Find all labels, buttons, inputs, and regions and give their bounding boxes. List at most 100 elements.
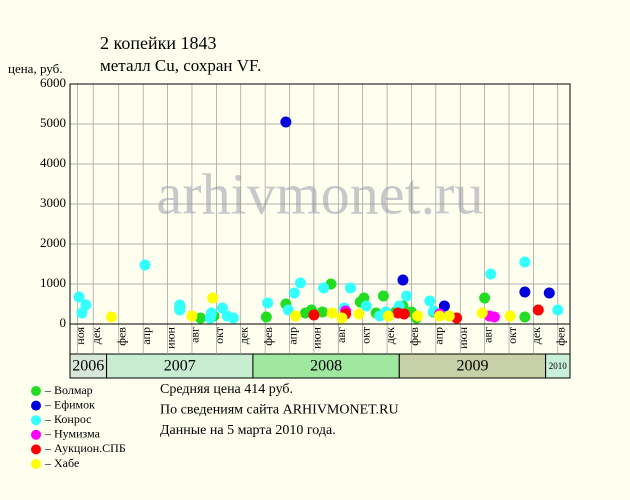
note: Средняя цена 414 руб. <box>160 382 293 397</box>
legend-label: – Конрос <box>44 412 91 426</box>
x-tick-label: дек <box>529 327 543 344</box>
data-point <box>318 282 330 294</box>
data-point <box>280 116 292 128</box>
data-point <box>476 307 488 319</box>
x-tick-label: авг <box>188 327 202 343</box>
data-point <box>438 300 450 312</box>
data-point <box>186 310 198 322</box>
x-tick-label: ноя <box>73 327 87 345</box>
data-point <box>397 274 409 286</box>
data-point <box>382 310 394 322</box>
data-point <box>105 311 117 323</box>
data-point <box>205 307 217 319</box>
year-label: 2008 <box>310 358 342 375</box>
legend-marker <box>31 400 41 411</box>
x-tick-label: июн <box>310 326 324 348</box>
data-point <box>207 292 219 304</box>
data-point <box>174 304 186 316</box>
y-tick-label: 5000 <box>40 115 66 130</box>
data-point <box>398 308 410 320</box>
y-tick-label: 4000 <box>40 155 66 170</box>
x-tick-label: июн <box>163 326 177 348</box>
data-point <box>519 256 531 268</box>
data-point <box>336 312 348 324</box>
data-point <box>139 259 151 271</box>
x-tick-label: апр <box>432 327 446 345</box>
data-point <box>262 297 274 309</box>
x-tick-label: дек <box>236 327 250 344</box>
x-tick-label: дек <box>383 327 397 344</box>
legend-label: – Волмар <box>44 383 93 397</box>
year-band <box>252 353 400 379</box>
data-point <box>260 311 272 323</box>
data-point <box>519 286 531 298</box>
plot-frame <box>69 83 571 325</box>
y-tick-label: 1000 <box>40 275 66 290</box>
x-tick-label: апр <box>285 327 299 345</box>
data-point <box>360 300 372 312</box>
note: Данные на 5 марта 2010 года. <box>160 423 336 438</box>
data-point <box>479 292 491 304</box>
data-point <box>401 290 413 302</box>
year-label: 2009 <box>456 358 488 375</box>
x-tick-label: окт <box>358 326 372 344</box>
data-point <box>543 287 555 299</box>
data-point <box>80 299 92 311</box>
data-point <box>377 290 389 302</box>
data-point <box>443 310 455 322</box>
data-point <box>326 307 338 319</box>
data-point <box>73 291 85 303</box>
data-point <box>412 310 424 322</box>
data-point <box>194 312 206 324</box>
x-tick-label: фев <box>115 327 129 346</box>
data-point <box>424 295 436 307</box>
data-point <box>216 302 228 314</box>
legend-label: – Ефимок <box>44 397 95 411</box>
data-point <box>344 282 356 294</box>
x-tick-label: фев <box>261 327 275 346</box>
data-point <box>308 309 320 321</box>
legend-marker <box>31 386 41 396</box>
data-point <box>288 287 300 299</box>
x-tick-label: дек <box>89 327 103 344</box>
data-point <box>294 277 306 289</box>
legend-label: – Нумизма <box>44 427 101 441</box>
legend-label: – Хабе <box>44 456 79 470</box>
chart-title: 2 копейки 1843 <box>100 33 216 53</box>
data-point <box>485 268 497 280</box>
data-point <box>290 310 302 322</box>
data-point <box>282 304 294 316</box>
y-tick-label: 6000 <box>40 75 66 90</box>
year-band <box>69 353 108 379</box>
year-label: 2006 <box>72 358 104 375</box>
data-point <box>552 304 564 316</box>
chart-subtitle: металл Cu, сохран VF. <box>100 56 261 75</box>
legend-marker <box>31 429 41 440</box>
x-tick-label: фев <box>554 327 568 346</box>
x-tick-label: фев <box>407 327 421 346</box>
legend-marker <box>31 415 41 426</box>
year-label: 2010 <box>549 361 568 371</box>
x-tick-label: авг <box>334 327 348 343</box>
legend-label: – Аукцион.СПБ <box>44 441 126 455</box>
x-tick-label: июн <box>456 326 470 348</box>
legend-marker <box>31 444 41 455</box>
y-tick-label: 2000 <box>40 235 66 250</box>
data-point <box>316 306 328 318</box>
data-point <box>227 312 239 324</box>
data-point <box>353 308 365 320</box>
data-point <box>519 311 531 323</box>
data-point <box>532 304 544 316</box>
data-point <box>488 311 500 323</box>
x-tick-label: окт <box>212 326 226 344</box>
y-axis-label: цена, руб. <box>8 61 62 76</box>
note: По сведениям сайта ARHIVMONET.RU <box>160 403 399 418</box>
year-label: 2007 <box>164 358 196 375</box>
watermark: arhivmonet.ru <box>157 161 484 226</box>
y-tick-label: 0 <box>60 315 67 330</box>
y-tick-label: 3000 <box>40 195 66 210</box>
data-point <box>504 310 516 322</box>
x-tick-label: апр <box>139 327 153 345</box>
